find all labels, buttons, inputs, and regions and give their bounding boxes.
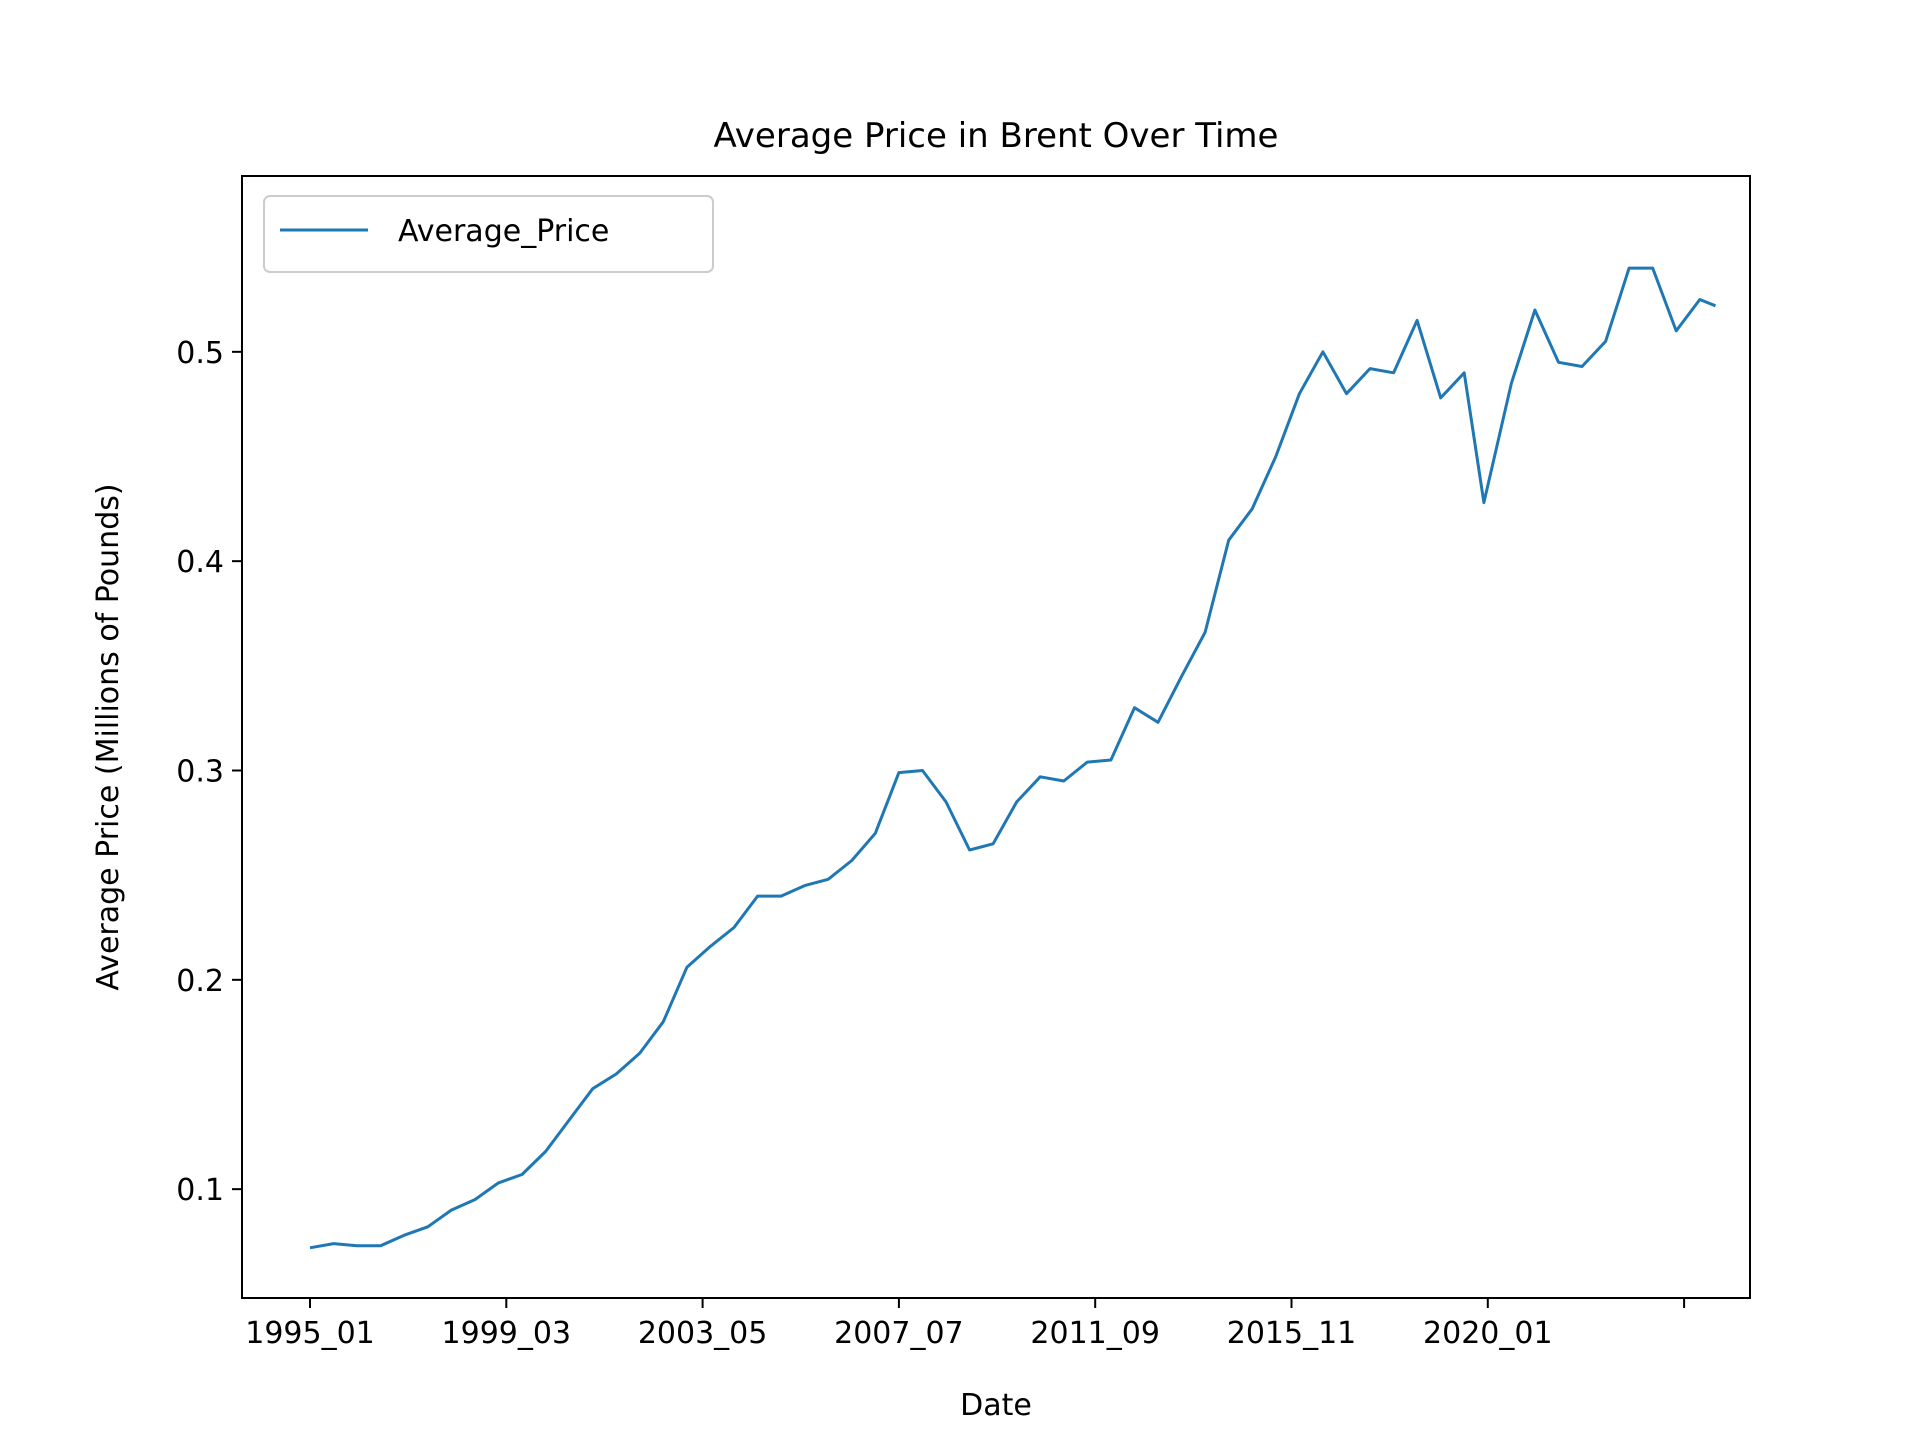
y-tick-label: 0.5 [176,336,224,371]
y-axis-ticks: 0.1 0.2 0.3 0.4 0.5 [176,336,242,1208]
x-tick-label: 2007_07 [834,1316,964,1351]
x-axis-ticks: 1995_01 1999_03 2003_05 2007_07 2011_09 2015_… [245,1298,1686,1351]
x-tick-label: 2015_11 [1227,1316,1357,1351]
series-line-average-price [309,266,1717,1250]
legend: Average_Price [263,195,714,273]
y-tick-label: 0.1 [176,1173,224,1208]
y-axis-label: Average Price (Millions of Pounds) [91,483,126,990]
y-tick-label: 0.3 [176,754,224,789]
x-tick-label: 2003_05 [638,1316,768,1351]
x-tick-label: 1999_03 [442,1316,572,1351]
chart-title: Average Price in Brent Over Time [714,116,1279,156]
legend-box [263,195,714,273]
x-tick-label: 2011_09 [1030,1316,1160,1351]
x-tick-label: 2020_01 [1423,1316,1553,1351]
x-tick-label: 1995_01 [245,1316,375,1351]
plot-area-frame [241,175,1751,1299]
x-axis-label: Date [960,1388,1032,1423]
y-tick-label: 0.4 [176,545,224,580]
y-tick-label: 0.2 [176,964,224,999]
legend-label-average-price: Average_Price [398,214,609,249]
